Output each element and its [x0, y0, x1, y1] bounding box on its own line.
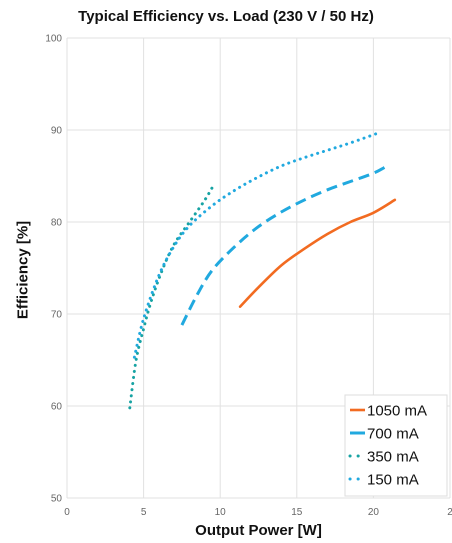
legend-label-150-ma: 150 mA — [367, 472, 419, 489]
x-tick-label: 20 — [368, 507, 380, 518]
y-axis-label: Efficiency [%] — [14, 220, 32, 320]
y-tick-label: 80 — [51, 218, 63, 229]
legend-label-350-ma: 350 mA — [367, 449, 419, 466]
y-tick-label: 50 — [51, 494, 63, 505]
chart-title: Typical Efficiency vs. Load (230 V / 50 … — [78, 8, 374, 25]
legend-label-700-ma: 700 mA — [367, 426, 419, 443]
x-tick-label: 2 — [447, 507, 452, 518]
x-axis-label: Output Power [W] — [195, 522, 322, 539]
series-150-ma-line — [132, 132, 378, 359]
x-tick-label: 10 — [215, 507, 227, 518]
x-tick-label: 0 — [64, 507, 70, 518]
series-350-ma-line — [128, 182, 216, 410]
y-tick-label: 100 — [45, 34, 62, 45]
y-tick-label: 70 — [51, 310, 63, 321]
legend-label-1050-ma: 1050 mA — [367, 403, 427, 420]
legend-box — [344, 394, 448, 497]
x-tick-label: 15 — [291, 507, 303, 518]
series-700-ma-line — [180, 165, 387, 326]
x-tick-label: 5 — [141, 507, 147, 518]
series-1050-ma-line — [238, 198, 397, 308]
y-tick-label: 60 — [51, 402, 63, 413]
y-tick-label: 90 — [51, 126, 63, 137]
